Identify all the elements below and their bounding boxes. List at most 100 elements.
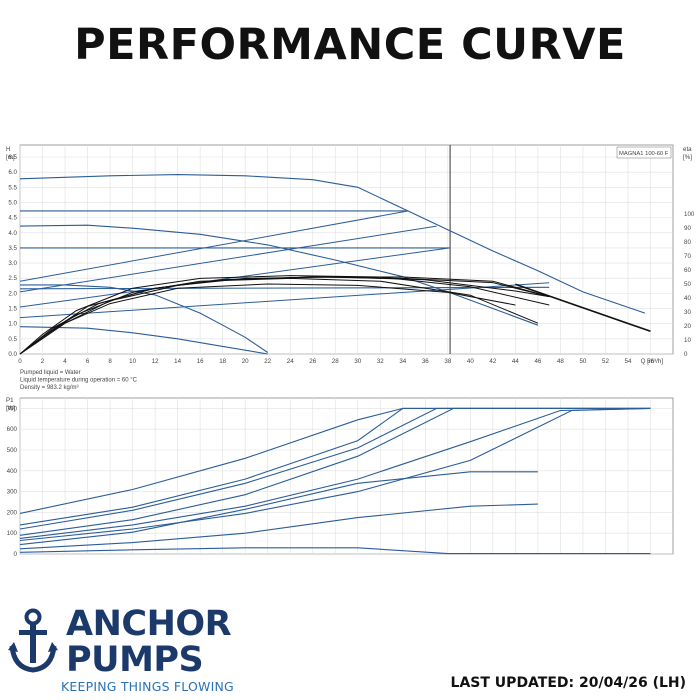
pumped-liquid-note: Liquid temperature during operation = 60… xyxy=(20,378,138,384)
y2-tick-label: 90 xyxy=(684,225,691,232)
x-tick-label: 2 xyxy=(41,358,45,365)
x-axis-label: Q [m³/h] xyxy=(641,358,664,365)
y-tick-label: 1.0 xyxy=(8,321,17,328)
power-curve-line xyxy=(19,407,651,539)
y-axis-unit: [m] xyxy=(6,154,15,161)
x-tick-label: 26 xyxy=(309,358,316,365)
y-tick-label: 0 xyxy=(14,551,18,558)
y-tick-label: 3.0 xyxy=(8,260,17,267)
x-tick-label: 42 xyxy=(489,358,496,365)
y-axis-unit: [W] xyxy=(6,405,16,412)
x-tick-label: 20 xyxy=(242,358,249,365)
y-tick-label: 500 xyxy=(7,447,18,454)
x-tick-label: 30 xyxy=(354,358,361,365)
x-tick-label: 54 xyxy=(625,358,632,365)
power-curve-line xyxy=(19,471,538,546)
y-tick-label: 2.5 xyxy=(8,275,17,282)
power-curve-line xyxy=(19,503,538,550)
y-tick-label: 600 xyxy=(7,426,18,433)
x-tick-label: 40 xyxy=(467,358,474,365)
x-tick-label: 22 xyxy=(264,358,271,365)
y-tick-label: 300 xyxy=(7,489,18,496)
x-tick-label: 24 xyxy=(287,358,294,365)
head-eta-plot: 0 2 4 6 8 10 12 14 16 18 20 22 24 26 28 30 32 34 36 38 40 42 4… xyxy=(6,144,695,391)
brand-name-line2: PUMPS xyxy=(66,640,204,680)
x-tick-label: 4 xyxy=(63,358,67,365)
head-curve-line xyxy=(19,224,539,326)
y2-tick-label: 20 xyxy=(684,323,691,330)
x-tick-label: 32 xyxy=(377,358,384,365)
y-tick-label: 6.5 xyxy=(8,154,17,161)
x-tick-label: 6 xyxy=(86,358,90,365)
y-tick-label: 5.0 xyxy=(8,199,17,206)
anchor-icon xyxy=(8,608,58,673)
x-tick-label: 34 xyxy=(399,358,406,365)
y2-tick-label: 80 xyxy=(684,239,691,246)
anchor-pumps-logo: ANCHOR PUMPS KEEPING THINGS FLOWING xyxy=(8,606,258,696)
efficiency-curve-line xyxy=(19,283,516,355)
power-curve-line xyxy=(19,547,651,555)
y-axis-label: P1 xyxy=(6,397,14,404)
y2-tick-label: 0 xyxy=(684,351,688,358)
power-curve-line xyxy=(19,407,651,542)
y-tick-label: 1.5 xyxy=(8,306,17,313)
product-label: MAGNA1 100-60 F xyxy=(619,151,669,157)
y2-tick-label: 60 xyxy=(684,267,691,274)
brand-tagline: KEEPING THINGS FLOWING xyxy=(61,679,234,694)
y2-tick-label: 70 xyxy=(684,253,691,260)
power-curve-line xyxy=(19,407,651,536)
y2-axis-label: eta xyxy=(683,146,692,153)
x-tick-label: 8 xyxy=(108,358,112,365)
pumped-liquid-note: Density = 983.2 kg/m³ xyxy=(20,385,79,391)
y-tick-label: 700 xyxy=(7,405,18,412)
y-tick-label: 0.0 xyxy=(8,351,17,358)
y-tick-label: 5.5 xyxy=(8,184,17,191)
product-label-box xyxy=(616,146,672,159)
x-tick-label: 16 xyxy=(197,358,204,365)
x-tick-label: 12 xyxy=(152,358,159,365)
y-axis-label: H xyxy=(6,146,10,153)
y-tick-label: 6.0 xyxy=(8,169,17,176)
max-head-curve-line xyxy=(515,283,651,333)
y2-tick-label: 50 xyxy=(684,281,691,288)
x-tick-label: 50 xyxy=(579,358,586,365)
efficiency-curve-line xyxy=(19,276,550,355)
y-tick-label: 100 xyxy=(7,530,18,537)
head-curve-line xyxy=(19,286,550,290)
efficiency-curve-line xyxy=(19,275,550,355)
y-tick-label: 400 xyxy=(7,468,18,475)
y-tick-label: 2.0 xyxy=(8,290,17,297)
head-curve-line xyxy=(20,284,269,353)
x-tick-label: 28 xyxy=(332,358,339,365)
x-tick-label: 10 xyxy=(129,358,136,365)
head-curve-line xyxy=(19,174,646,314)
x-tick-label: 38 xyxy=(444,358,451,365)
efficiency-curve-line xyxy=(19,277,539,355)
x-tick-label: 36 xyxy=(422,358,429,365)
y2-tick-label: 30 xyxy=(684,309,691,316)
head-curve-line xyxy=(19,326,268,355)
efficiency-curve-line xyxy=(19,276,550,355)
y2-tick-label: 10 xyxy=(684,337,691,344)
x-tick-label: 56 xyxy=(647,358,654,365)
y2-axis-unit: [%] xyxy=(683,154,692,161)
y-tick-label: 4.0 xyxy=(8,230,17,237)
x-tick-label: 14 xyxy=(174,358,181,365)
y-tick-label: 200 xyxy=(7,509,18,516)
y-tick-label: 0.5 xyxy=(8,336,17,343)
x-tick-label: 46 xyxy=(534,358,541,365)
y-tick-label: 3.5 xyxy=(8,245,17,252)
system-curve-line xyxy=(19,210,409,282)
last-updated-text: LAST UPDATED: 20/04/26 (LH) xyxy=(450,675,686,691)
system-curve-line xyxy=(19,282,550,319)
x-tick-label: 0 xyxy=(18,358,22,365)
pumped-liquid-note: Pumped liquid = Water xyxy=(20,370,81,376)
y2-tick-label: 100 xyxy=(684,211,695,218)
page-title: PERFORMANCE CURVE xyxy=(74,20,626,70)
top-plot-frame xyxy=(19,144,674,355)
y-tick-label: 4.5 xyxy=(8,215,17,222)
x-tick-label: 18 xyxy=(219,358,226,365)
brand-name-line1: ANCHOR xyxy=(66,604,232,644)
